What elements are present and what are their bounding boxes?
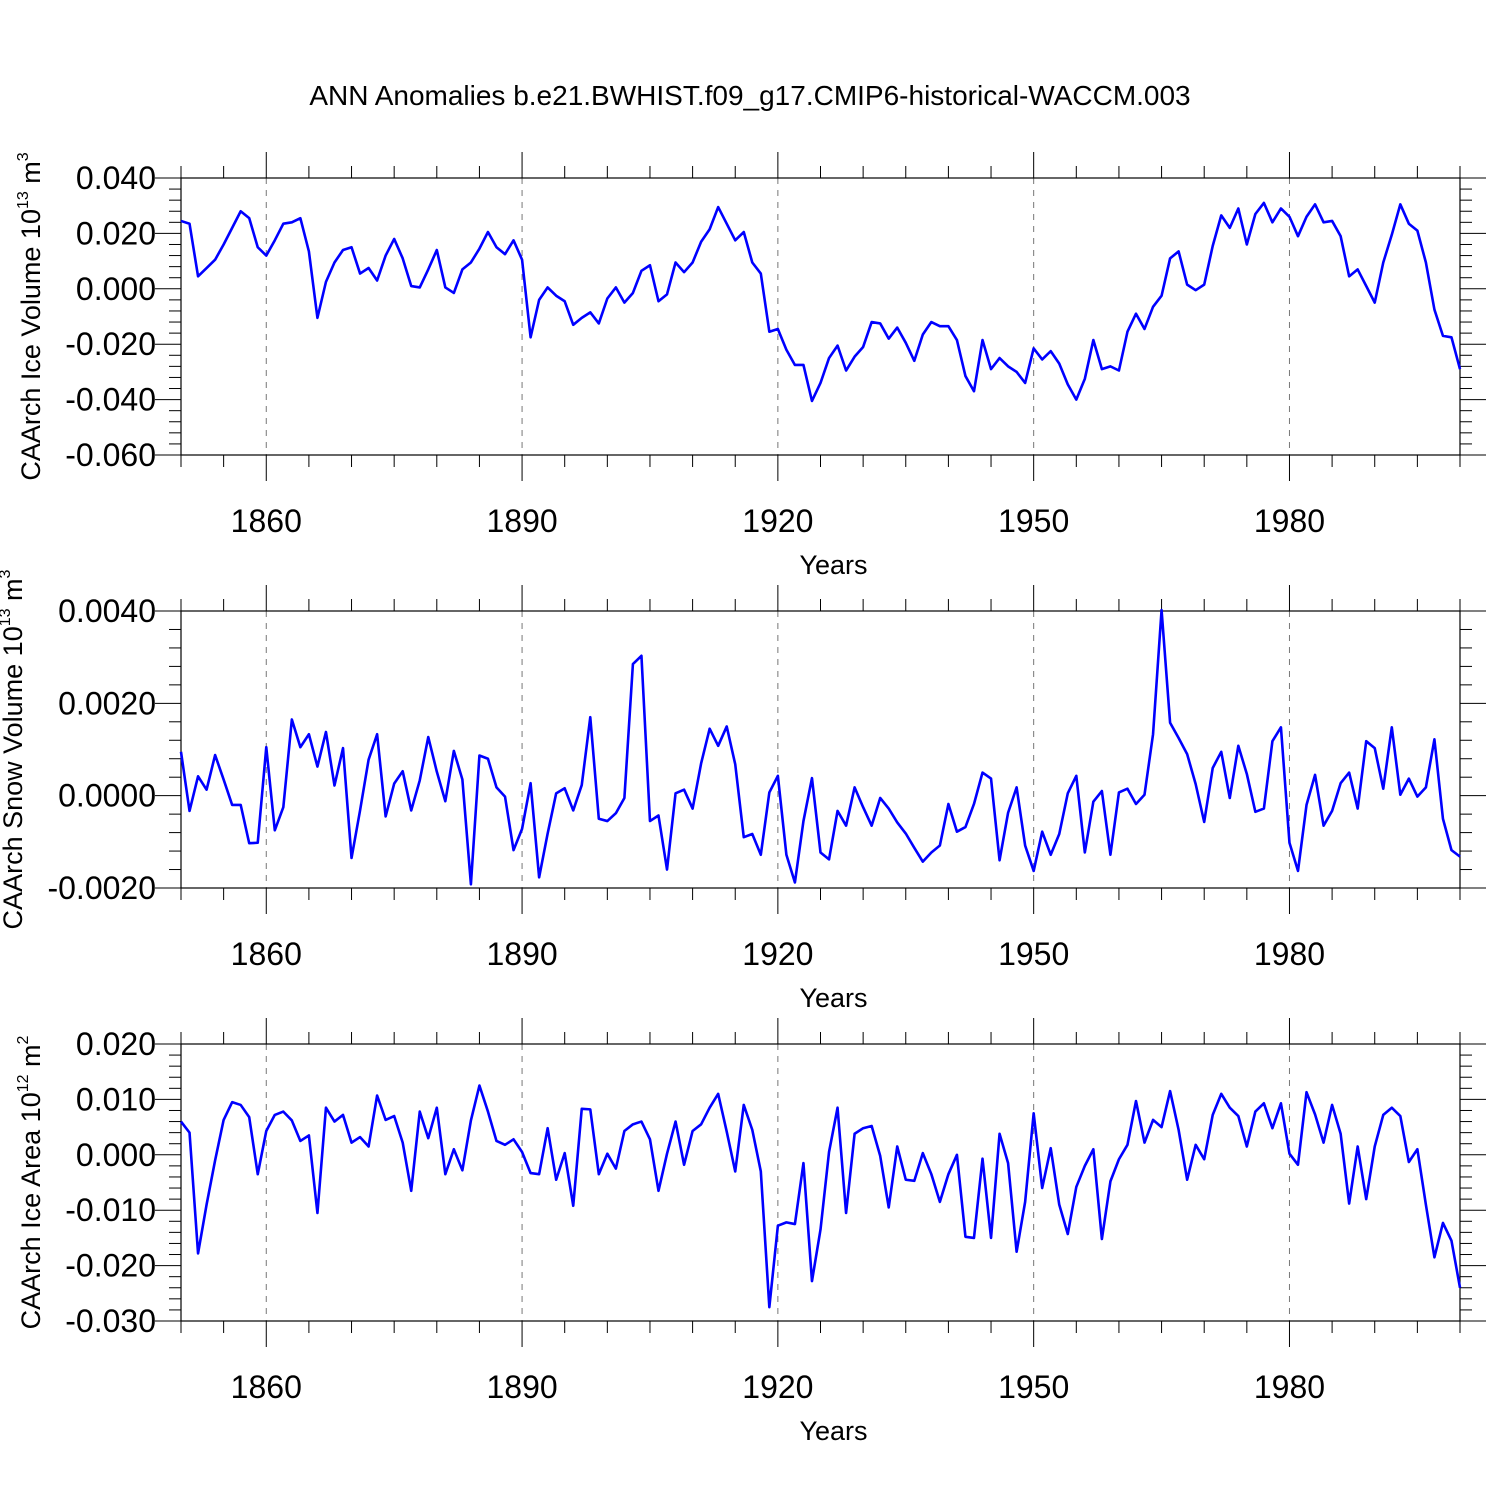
panel-1: 1860 1890 1920 1950 1980 -0.060 -0.040 -0.020 0.… xyxy=(15,152,1486,580)
series-line xyxy=(180,201,1462,403)
y-axis-label-unit-exponent: 3 xyxy=(15,152,32,161)
panel-3: 1860 1890 1920 1950 1980 -0.030 -0.020 -0.010 0.… xyxy=(15,1018,1486,1446)
x-tick-label: 1980 xyxy=(1254,503,1325,539)
chart-panels: 1860 1890 1920 1950 1980 -0.060 -0.040 -0.020 0.… xyxy=(0,152,1486,1446)
y-tick-label: -0.010 xyxy=(65,1192,156,1228)
y-axis-label-unit: m xyxy=(16,161,46,191)
x-tick-label: 1860 xyxy=(231,1369,302,1405)
y-tick-label: 0.020 xyxy=(76,215,156,251)
x-tick-label: 1890 xyxy=(486,1369,557,1405)
y-tick-label: -0.0020 xyxy=(47,870,156,906)
y-tick-label: 0.020 xyxy=(76,1026,156,1062)
x-tick-label: 1980 xyxy=(1254,936,1325,972)
y-tick-label: -0.040 xyxy=(65,382,156,418)
y-tick-label: 0.0020 xyxy=(58,685,156,721)
x-tick-label: 1950 xyxy=(998,936,1069,972)
y-tick-label: -0.020 xyxy=(65,1248,156,1284)
x-tick-label: 1920 xyxy=(742,936,813,972)
y-axis-label: CAArch Ice Volume 1013 m3 xyxy=(15,152,46,480)
y-axis-label-unit: m xyxy=(16,1044,46,1074)
y-axis-label-exponent: 13 xyxy=(15,191,32,209)
x-tick-label: 1920 xyxy=(742,1369,813,1405)
y-axis-label-text: CAArch Ice Area 10 xyxy=(16,1092,46,1329)
x-tick-label: 1860 xyxy=(231,936,302,972)
x-tick-label: 1980 xyxy=(1254,1369,1325,1405)
y-tick-label: 0.000 xyxy=(76,271,156,307)
y-axis-label-unit-exponent: 2 xyxy=(15,1035,32,1044)
x-tick-label: 1950 xyxy=(998,503,1069,539)
x-axis-label: Years xyxy=(799,550,867,580)
plot-frame xyxy=(180,1043,1461,1322)
y-axis-label: CAArch Snow Volume 1013 m3 xyxy=(0,569,28,929)
y-tick-label: -0.060 xyxy=(65,437,156,473)
x-tick-label: 1860 xyxy=(231,503,302,539)
y-tick-label: 0.000 xyxy=(76,1137,156,1173)
y-tick-label: -0.030 xyxy=(65,1303,156,1339)
y-tick-label: 0.0000 xyxy=(58,778,156,814)
y-axis-label: CAArch Ice Area 1012 m2 xyxy=(15,1035,46,1329)
y-tick-label: 0.0040 xyxy=(58,593,156,629)
panel-2: 1860 1890 1920 1950 1980 -0.0020 0.0000 0.0020 0… xyxy=(0,569,1486,1013)
figure-title: ANN Anomalies b.e21.BWHIST.f09_g17.CMIP6… xyxy=(309,80,1190,111)
x-axis-label: Years xyxy=(799,1416,867,1446)
x-tick-label: 1890 xyxy=(486,503,557,539)
y-tick-label: 0.010 xyxy=(76,1081,156,1117)
series-line xyxy=(179,1084,1462,1309)
y-axis-label-unit: m xyxy=(0,578,28,608)
y-axis-label-exponent: 13 xyxy=(0,608,14,626)
y-axis-label-exponent: 12 xyxy=(15,1074,32,1092)
series-line xyxy=(179,608,1461,886)
x-tick-label: 1890 xyxy=(486,936,557,972)
x-tick-label: 1920 xyxy=(742,503,813,539)
x-axis-label: Years xyxy=(799,983,867,1013)
x-tick-label: 1950 xyxy=(998,1369,1069,1405)
y-tick-label: 0.040 xyxy=(76,160,156,196)
y-axis-label-unit-exponent: 3 xyxy=(0,569,14,578)
plot-frame xyxy=(180,177,1461,456)
y-axis-label-text: CAArch Snow Volume 10 xyxy=(0,626,28,929)
y-axis-label-text: CAArch Ice Volume 10 xyxy=(16,209,46,481)
y-tick-label: -0.020 xyxy=(65,326,156,362)
